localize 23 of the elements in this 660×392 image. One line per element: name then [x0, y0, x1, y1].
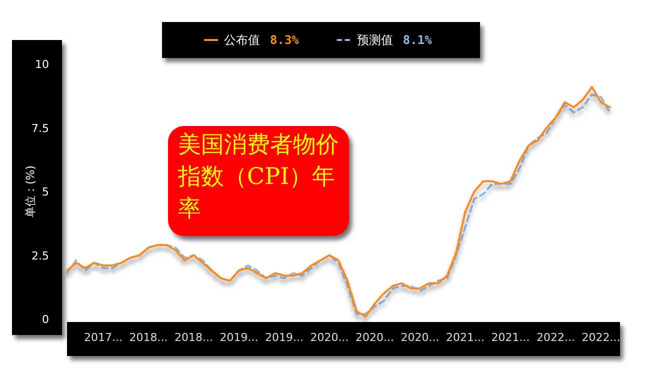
text: 8.1% — [402, 33, 433, 47]
y-axis-title: 单位：(%) — [24, 165, 37, 218]
y-tick-label: 2.5 — [32, 249, 49, 262]
text: 美国消费者物价指数（CPI）年率 — [177, 132, 339, 222]
x-tick-label: 2019... — [264, 331, 304, 344]
legend-label: 预测值 — [356, 33, 393, 47]
x-tick-label: 2019... — [220, 331, 258, 344]
x-tick-label: 2020... — [355, 331, 394, 344]
y-tick-label: 5 — [42, 186, 49, 198]
legend-label: 公布值 — [224, 33, 260, 47]
x-tick-label: 2022... — [536, 331, 575, 344]
x-tick-label: 2021... — [446, 331, 484, 344]
x-tick-label: 2017... — [84, 331, 122, 344]
x-tick-label: 2018... — [174, 331, 213, 344]
y-tick-label: 10 — [35, 58, 49, 71]
x-tick-label: 2020... — [310, 331, 349, 344]
y-tick-label: 0 — [42, 313, 49, 326]
y-tick-label: 7.5 — [32, 122, 49, 135]
x-tick-label: 2018... — [129, 331, 168, 344]
x-tick-label: 2020... — [400, 331, 440, 344]
x-tick-label: 2021... — [491, 331, 530, 344]
text: 8.3% — [270, 33, 300, 47]
x-tick-label: 2022... — [582, 331, 620, 344]
